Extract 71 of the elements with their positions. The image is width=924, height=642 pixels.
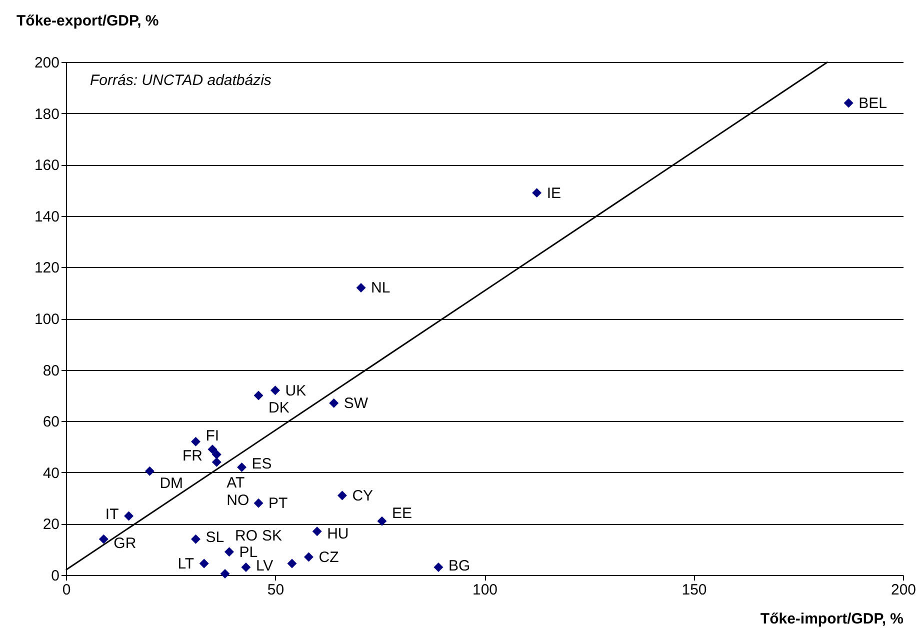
point — [270, 386, 280, 396]
point — [98, 534, 108, 544]
point — [844, 98, 854, 108]
y-tick-label: 40 — [42, 464, 60, 482]
y-tick-label: 20 — [42, 516, 60, 534]
annotation: EE — [392, 505, 412, 522]
annotation: AT — [226, 474, 245, 492]
point — [199, 558, 209, 568]
annotation: NL — [371, 280, 390, 297]
y-tick-label: 80 — [42, 362, 60, 380]
y-tick-label: 0 — [51, 568, 60, 584]
annotation: IT — [105, 506, 119, 524]
annotation: RO — [235, 528, 258, 545]
annotation: LT — [178, 555, 194, 572]
y-tick-label: 200 — [34, 54, 60, 72]
annotation: LV — [256, 557, 274, 574]
point — [434, 562, 444, 572]
x-tick-label: 0 — [62, 582, 71, 598]
annotation: BEL — [858, 95, 887, 112]
y-tick-label: 60 — [42, 414, 60, 431]
annotation: IE — [546, 184, 561, 202]
annotation: CY — [352, 487, 374, 504]
annotation: PL — [239, 544, 258, 561]
x-tick-label: 100 — [472, 582, 498, 598]
point — [220, 568, 230, 578]
point — [212, 457, 222, 467]
y-tick-label: 100 — [34, 311, 60, 328]
point — [237, 462, 247, 472]
annotation: SW — [344, 395, 369, 412]
point — [124, 511, 134, 521]
point — [287, 558, 297, 568]
annotation: PT — [268, 495, 288, 512]
point — [241, 562, 251, 572]
annotation: FR — [182, 447, 203, 464]
annotation: BG — [448, 557, 470, 574]
annotation: NO — [226, 492, 250, 510]
x-axis-title: Tőke-import/GDP, % — [760, 610, 904, 628]
y-tick-label: 160 — [34, 157, 60, 174]
annotation: DK — [268, 399, 290, 416]
annotation: UK — [285, 382, 306, 400]
point — [304, 552, 314, 562]
annotation: HU — [327, 525, 349, 542]
point — [329, 398, 339, 408]
x-tick-label: 150 — [682, 582, 707, 598]
point — [212, 450, 222, 460]
annotation: Forrás: UNCTAD adatbázis — [90, 72, 272, 89]
point — [254, 498, 264, 508]
point — [532, 188, 542, 198]
point — [224, 547, 234, 557]
point — [377, 516, 387, 526]
x-tick-label: 200 — [890, 582, 916, 598]
y-tick-label: 120 — [34, 260, 60, 277]
point — [312, 526, 322, 536]
annotation: CZ — [318, 549, 339, 566]
point — [356, 282, 366, 292]
x-tick-label: 50 — [267, 582, 284, 598]
point — [254, 390, 264, 400]
annotation: SL — [206, 529, 224, 546]
point — [337, 490, 347, 500]
point — [208, 444, 218, 454]
annotation: ES — [252, 455, 272, 472]
annotation: FI — [206, 428, 220, 445]
annotation: SK — [262, 527, 282, 544]
annotation: DM — [160, 475, 184, 492]
y-tick-label: 140 — [34, 208, 60, 226]
point — [190, 436, 200, 446]
y-tick-label: 180 — [34, 106, 60, 123]
point — [190, 534, 200, 544]
annotation: GR — [114, 535, 136, 552]
point — [144, 466, 154, 476]
y-axis-title: Tőke-export/GDP, % — [16, 12, 159, 30]
